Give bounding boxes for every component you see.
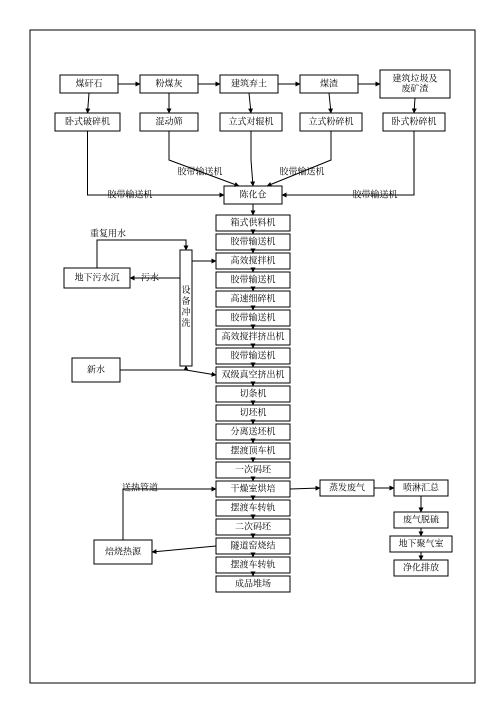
edge bbox=[282, 131, 414, 195]
node-label: 高效搅拌挤出机 bbox=[221, 329, 284, 342]
node-label: 陈化仓 bbox=[239, 187, 266, 200]
node-label: 高效搅拌机 bbox=[230, 253, 275, 266]
node-label: 二次码坯 bbox=[235, 519, 272, 532]
edge bbox=[414, 98, 415, 113]
edge bbox=[88, 131, 225, 195]
edge bbox=[249, 93, 251, 113]
node-label: 立式对辊机 bbox=[228, 114, 273, 127]
node-label: 胶带输送机 bbox=[230, 272, 275, 285]
wash-box-label: 洗 bbox=[181, 316, 190, 329]
node-label: 废矿渣 bbox=[401, 81, 428, 94]
edge bbox=[152, 546, 216, 552]
node-label: 干燥室烘培 bbox=[230, 481, 275, 494]
node-label: 煤渣 bbox=[320, 76, 338, 89]
node-label: 隧道窑烧结 bbox=[230, 538, 275, 551]
edge bbox=[169, 131, 239, 186]
node-label: 胶带输送机 bbox=[230, 348, 275, 361]
node-label: 胶带输送机 bbox=[230, 234, 275, 247]
edge bbox=[88, 93, 90, 113]
edge bbox=[186, 370, 216, 375]
node-label: 摆渡车转轨 bbox=[230, 500, 275, 513]
edge bbox=[290, 488, 320, 489]
node-label: 净化排放 bbox=[403, 560, 439, 573]
node-label: 切条机 bbox=[239, 386, 266, 399]
free-label: 送热管道 bbox=[122, 480, 158, 493]
free-label: 胶带输送机 bbox=[279, 164, 324, 177]
node-label: 成品堆场 bbox=[235, 576, 271, 589]
node-label: 箱式供料机 bbox=[230, 215, 275, 228]
free-label: 胶带输送机 bbox=[177, 164, 222, 177]
free-label: 重复用水 bbox=[90, 226, 126, 239]
node-label: 喷淋汇总 bbox=[403, 480, 440, 493]
node-label: 混动筛 bbox=[155, 114, 182, 127]
node-label: 一次码坯 bbox=[235, 462, 272, 475]
free-label: 胶带输送机 bbox=[352, 187, 397, 200]
node-label: 地下聚气室 bbox=[398, 536, 443, 549]
edge bbox=[251, 160, 253, 186]
node-label: 蒸发废气 bbox=[329, 480, 365, 493]
node-label: 双级真空挤出机 bbox=[221, 367, 284, 380]
free-label: 胶带输送机 bbox=[107, 187, 152, 200]
node-label: 摆渡顶车机 bbox=[230, 443, 275, 456]
node-label: 卧式破碎机 bbox=[65, 114, 110, 127]
node-label: 建筑弃土 bbox=[231, 76, 267, 89]
node-label: 卧式粉碎机 bbox=[391, 114, 436, 127]
edge bbox=[123, 489, 216, 540]
node-label: 切坯机 bbox=[239, 405, 266, 418]
edge bbox=[120, 366, 186, 370]
node-label: 分离送坯机 bbox=[230, 424, 275, 437]
node-label: 焙烧热源 bbox=[105, 544, 142, 557]
node-label: 胶带输送机 bbox=[230, 310, 275, 323]
free-label: 污水 bbox=[141, 270, 159, 283]
edge bbox=[97, 240, 186, 268]
node-label: 高速细碎机 bbox=[230, 291, 275, 304]
node-label: 粉煤灰 bbox=[155, 76, 182, 89]
node-label: 新水 bbox=[87, 362, 105, 375]
node-label: 立式粉碎机 bbox=[308, 114, 353, 127]
node-label: 地下污水沉 bbox=[74, 270, 119, 283]
node-label: 煤矸石 bbox=[75, 76, 102, 89]
edge bbox=[267, 131, 331, 186]
node-label: 废气脱硫 bbox=[403, 512, 439, 525]
node-label: 摆渡车转轨 bbox=[230, 557, 275, 570]
edge bbox=[329, 93, 331, 113]
